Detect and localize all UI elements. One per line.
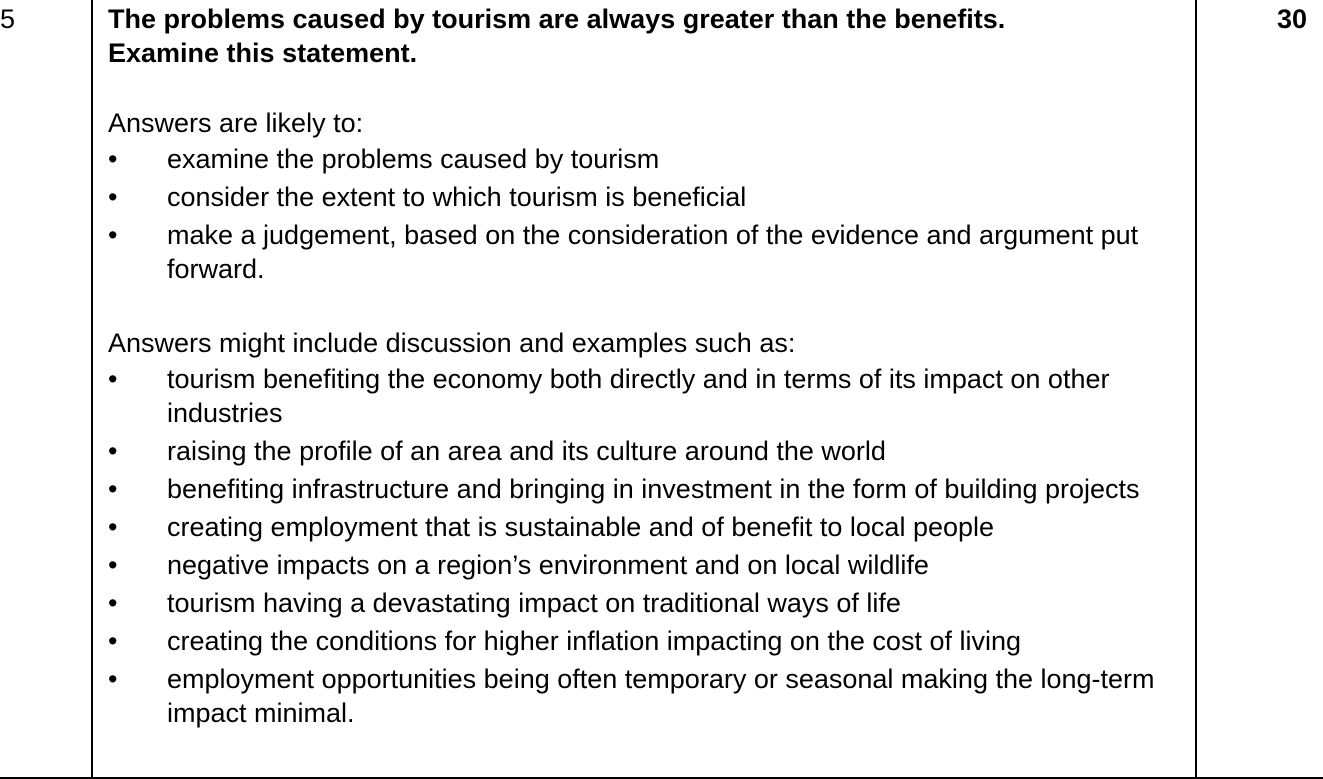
bullet-icon: • bbox=[108, 182, 118, 212]
question-line-2: Examine this statement. bbox=[108, 38, 418, 68]
bullet-icon: • bbox=[108, 144, 118, 174]
bullet-icon: • bbox=[108, 364, 118, 394]
list-item: • negative impacts on a region’s environm… bbox=[108, 550, 929, 580]
list-item: • examine the problems caused by tourism bbox=[108, 144, 660, 174]
list-item: • creating employment that is sustainable… bbox=[108, 512, 995, 542]
might-list: • tourism benefiting the economy both dir… bbox=[108, 362, 1188, 730]
question-line-1: The problems caused by tourism are alway… bbox=[108, 4, 1006, 34]
bullet-icon: • bbox=[108, 474, 118, 504]
question-number: 5 bbox=[0, 4, 16, 34]
bullet-icon: • bbox=[108, 220, 118, 250]
bullet-icon: • bbox=[108, 550, 118, 580]
list-item: • tourism having a devastating impact on … bbox=[108, 588, 901, 618]
column-divider-left bbox=[91, 0, 93, 779]
bullet-icon: • bbox=[108, 664, 118, 694]
list-item: • consider the extent to which tourism is… bbox=[108, 182, 747, 212]
list-item: • creating the conditions for higher infl… bbox=[108, 626, 1021, 656]
list-item: • make a judgement, based on the consider… bbox=[108, 220, 1139, 284]
list-item: • employment opportunities being often te… bbox=[108, 664, 1155, 728]
likely-list: • examine the problems caused by tourism … bbox=[108, 142, 1188, 286]
answer-guidance-cell: The problems caused by tourism are alway… bbox=[108, 2, 1188, 730]
bullet-icon: • bbox=[108, 512, 118, 542]
question-text: The problems caused by tourism are alway… bbox=[108, 2, 1188, 70]
column-divider-right bbox=[1195, 0, 1197, 779]
table-bottom-border bbox=[0, 777, 1323, 779]
list-item: • benefiting infrastructure and bringing … bbox=[108, 474, 1140, 504]
bullet-icon: • bbox=[108, 626, 118, 656]
bullet-icon: • bbox=[108, 588, 118, 618]
marks-value: 30 bbox=[1276, 4, 1307, 34]
might-intro: Answers might include discussion and exa… bbox=[108, 328, 796, 358]
likely-intro: Answers are likely to: bbox=[108, 108, 364, 138]
list-item: • raising the profile of an area and its … bbox=[108, 436, 886, 466]
list-item: • tourism benefiting the economy both dir… bbox=[108, 364, 1110, 428]
bullet-icon: • bbox=[108, 436, 118, 466]
